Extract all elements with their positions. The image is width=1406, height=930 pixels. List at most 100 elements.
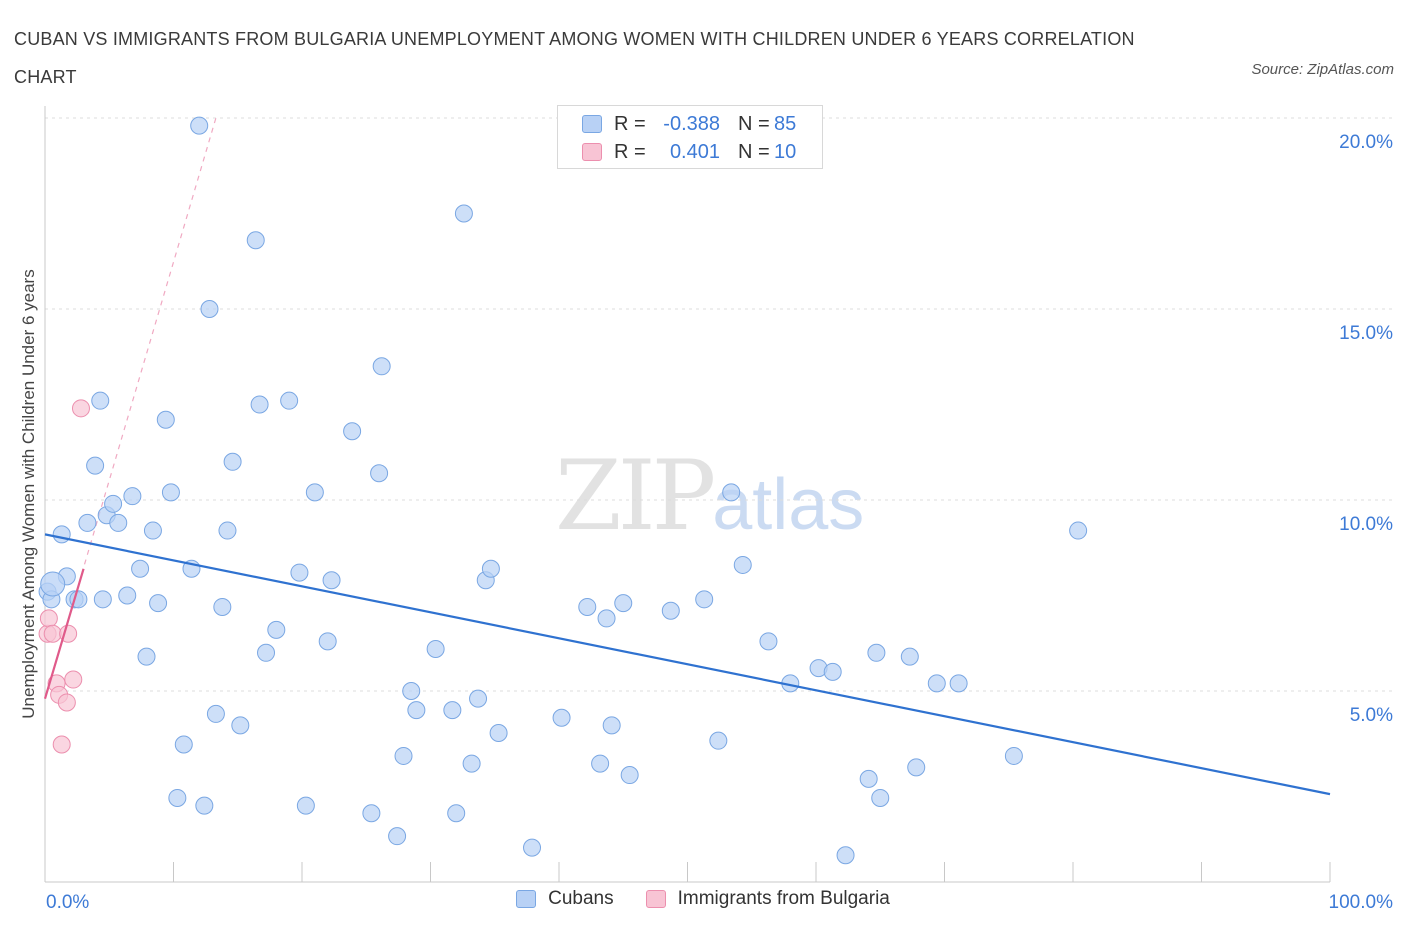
cubans-point [290,563,309,582]
cubans-point [859,769,878,788]
cubans-point [578,597,597,616]
legend-r-value: 0.401 [669,140,720,163]
cubans-point [118,586,137,605]
x-tick-label: 0.0% [46,892,89,913]
cubans-point [733,555,752,574]
cubans-point [871,788,890,807]
legend-row-bulgaria: R = 0.401 N = 10 [582,138,796,166]
cubans-point [257,643,276,662]
cubans-point [93,590,112,609]
legend-n-value: 10 [774,140,797,163]
cubans-point [174,735,193,754]
cubans-point [447,804,466,823]
cubans-point [426,639,445,658]
cubans-point [40,571,66,597]
y-tick-label: 20.0% [1339,132,1393,153]
cubans-point [78,513,97,532]
legend-swatch-cubans [582,115,602,133]
cubans-point [661,601,680,620]
chart-title: CUBAN VS IMMIGRANTS FROM BULGARIA UNEMPL… [14,29,1135,87]
cubans-point [462,754,481,773]
cubans-point [388,827,407,846]
cubans-point [823,662,842,681]
cubans-point [949,674,968,693]
cubans-point [695,590,714,609]
cubans-point [195,796,214,815]
legend-r-value: -0.388 [663,112,720,135]
cubans-point [402,682,421,700]
cubans-point [223,452,242,471]
cubans-point [200,300,219,318]
cubans-point [620,766,639,785]
legend-item-cubans[interactable]: Cubans [516,888,614,910]
x-tick-label: 100.0% [1329,892,1394,913]
cubans-point [552,708,571,727]
cubans-point [231,716,250,735]
cubans-point [481,559,500,578]
cubans-point [1069,521,1088,540]
cubans-point [168,788,187,807]
cubans-point [614,594,633,613]
cubans-point [907,758,926,777]
cubans-point [394,746,413,765]
cubans-point [131,559,150,578]
cubans-point [709,731,728,750]
cubans-point [149,594,168,613]
cubans-point [900,647,919,666]
cubans-point [267,620,286,639]
cubans-point [296,796,315,815]
cubans-point [86,456,105,475]
bulgaria-point [39,609,58,628]
cubans-point [280,391,299,410]
cubans-point [372,357,391,376]
cubans-point [836,846,855,865]
bulgaria-trend-line [43,568,85,699]
cubans-point [927,674,946,693]
correlation-legend: R = -0.388 N = 85 R = 0.401 N = 10 [557,105,823,169]
cubans-point [370,464,389,483]
cubans-point [523,838,542,857]
cubans-point [362,804,381,823]
legend-r-label: R = [614,112,646,135]
cubans-point [218,521,237,540]
cubans-point [137,647,156,666]
cubans-point [190,116,209,135]
cubans-point [591,754,610,773]
legend-row-cubans: R = -0.388 N = 85 [582,110,796,138]
bulgaria-point [71,399,90,418]
legend-swatch-bulgaria [645,890,666,908]
watermark: ZIPatlas [555,440,864,552]
chart-source: Source: ZipAtlas.com [1251,61,1394,78]
bulgaria-point [57,693,76,712]
cubans-point [109,513,128,532]
legend-item-bulgaria[interactable]: Immigrants from Bulgaria [645,888,890,910]
legend-r-label: R = [614,140,646,163]
watermark-atlas: atlas [712,465,865,545]
cubans-point [250,395,269,414]
series-legend: Cubans Immigrants from Bulgaria [0,888,1406,910]
cubans-point [407,701,426,720]
cubans-point [322,571,341,590]
bulgaria-point [43,624,62,643]
cubans-point [305,483,324,502]
legend-swatch-cubans [516,890,537,908]
cubans-point [469,689,488,708]
cubans-point [123,487,142,506]
legend-n-label: N = [738,140,770,163]
bulgaria-point [64,670,83,689]
cubans-point [156,410,175,429]
cubans-point [602,716,621,735]
legend-label-bulgaria: Immigrants from Bulgaria [677,888,890,909]
cubans-point [1004,746,1023,765]
cubans-trend-line [44,533,1331,796]
cubans-point [454,204,473,223]
legend-n-label: N = [738,112,770,135]
cubans-point [206,704,225,723]
legend-swatch-bulgaria [582,143,602,161]
legend-label-cubans: Cubans [548,888,614,909]
cubans-point [722,483,741,502]
cubans-point [867,643,886,662]
legend-n-value: 85 [774,112,797,135]
cubans-point [443,701,462,720]
